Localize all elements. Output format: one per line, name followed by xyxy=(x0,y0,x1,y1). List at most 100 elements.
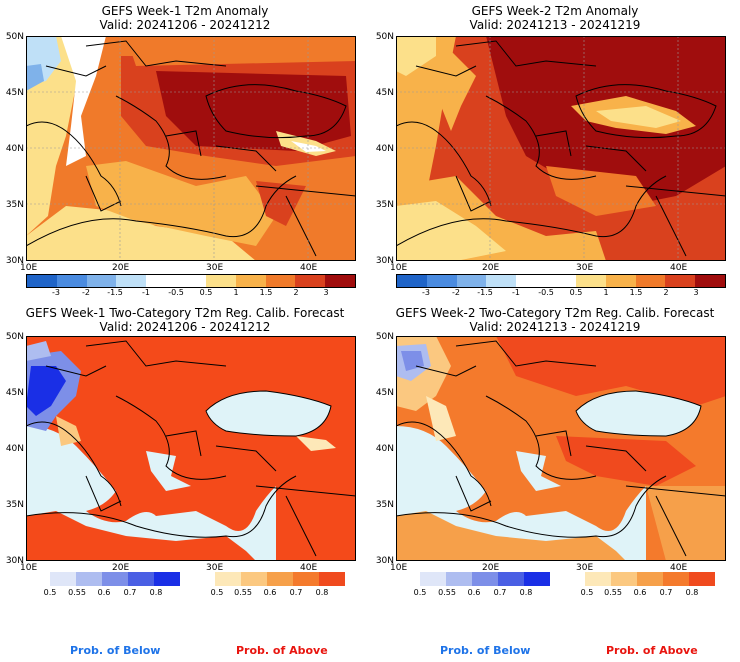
lon-label: 20E xyxy=(482,563,500,573)
colorbar-label: 0.7 xyxy=(493,588,507,597)
lat-label: 30N xyxy=(5,256,24,266)
prob-below-label: Prob. of Below xyxy=(440,644,531,657)
lat-label: 50N xyxy=(375,332,394,342)
colorbar-swatch xyxy=(215,572,241,586)
lat-label: 30N xyxy=(375,256,394,266)
colorbar-swatch xyxy=(235,275,266,287)
lon-label: 20E xyxy=(482,263,500,273)
lat-label: 45N xyxy=(375,88,394,98)
colorbar-swatch xyxy=(695,275,725,287)
above-colorbar xyxy=(215,572,345,586)
colorbar-label: 0.6 xyxy=(263,588,277,597)
lat-label: 35N xyxy=(375,200,394,210)
colorbar-swatch xyxy=(663,572,689,586)
panel-valid-dates: Valid: 20241213 - 20241219 xyxy=(469,320,641,334)
below-colorbar xyxy=(50,572,180,586)
lat-label: 40N xyxy=(375,144,394,154)
colorbar-label: 0.5 xyxy=(199,288,213,297)
colorbar-label: -1.5 xyxy=(107,288,123,297)
lon-label: 20E xyxy=(112,263,130,273)
colorbar-label: -3 xyxy=(52,288,60,297)
panel-title: GEFS Week-2 Two-Category T2m Reg. Calib.… xyxy=(395,306,715,320)
colorbar-swatch xyxy=(605,275,636,287)
colorbar-swatch xyxy=(585,572,611,586)
colorbar-label: 0.8 xyxy=(685,588,699,597)
panel-title: GEFS Week-1 Two-Category T2m Reg. Calib.… xyxy=(25,306,345,320)
colorbar-swatch xyxy=(446,572,472,586)
lat-label: 30N xyxy=(375,556,394,566)
colorbar-label: 0.8 xyxy=(149,588,163,597)
colorbar-swatch xyxy=(116,275,147,287)
colorbar-swatch xyxy=(472,572,498,586)
colorbar-label: 0.8 xyxy=(519,588,533,597)
colorbar-swatch xyxy=(267,572,293,586)
panel-valid-dates: Valid: 20241206 - 20241212 xyxy=(99,18,271,32)
prob-above-label: Prob. of Above xyxy=(606,644,698,657)
panel-week1-probability: GEFS Week-1 Two-Category T2m Reg. Calib.… xyxy=(0,302,370,602)
lon-label: 40E xyxy=(300,563,318,573)
colorbar-label: -1 xyxy=(512,288,520,297)
colorbar-label: 0.6 xyxy=(467,588,481,597)
prob-below-label: Prob. of Below xyxy=(70,644,161,657)
panel-week2-probability: GEFS Week-2 Two-Category T2m Reg. Calib.… xyxy=(370,302,740,602)
colorbar-label: 0.55 xyxy=(68,588,86,597)
colorbar-swatch xyxy=(524,572,550,586)
colorbar-swatch xyxy=(546,275,576,287)
colorbar-swatch xyxy=(498,572,524,586)
colorbar-label: 0.7 xyxy=(659,588,673,597)
colorbar-swatch xyxy=(516,275,547,287)
lat-label: 30N xyxy=(5,556,24,566)
lon-label: 10E xyxy=(20,263,38,273)
colorbar-swatch xyxy=(27,275,57,287)
colorbar-swatch xyxy=(420,572,446,586)
colorbar-swatch xyxy=(575,275,606,287)
probability-map-week2 xyxy=(396,336,726,561)
lat-label: 45N xyxy=(5,388,24,398)
lon-label: 40E xyxy=(300,263,318,273)
colorbar-label: -0.5 xyxy=(538,288,554,297)
colorbar-label: 0.7 xyxy=(289,588,303,597)
colorbar-swatch xyxy=(325,275,355,287)
colorbar-swatch xyxy=(146,275,177,287)
colorbar-label: 0.55 xyxy=(234,588,252,597)
colorbar-swatch xyxy=(176,275,206,287)
colorbar-swatch xyxy=(486,275,517,287)
lon-label: 30E xyxy=(206,263,224,273)
colorbar-label: 0.55 xyxy=(438,588,456,597)
colorbar-label: 0.5 xyxy=(413,588,427,597)
lat-label: 50N xyxy=(5,32,24,42)
colorbar-swatch xyxy=(426,275,457,287)
anomaly-colorbar xyxy=(396,274,726,288)
colorbar-label: 2 xyxy=(293,288,299,297)
prob-above-label: Prob. of Above xyxy=(236,644,328,657)
colorbar-label: 0.5 xyxy=(580,588,594,597)
colorbar-label: 1 xyxy=(603,288,609,297)
lon-label: 10E xyxy=(20,563,38,573)
lat-label: 35N xyxy=(5,200,24,210)
lat-label: 45N xyxy=(375,388,394,398)
colorbar-label: 0.5 xyxy=(43,588,57,597)
colorbar-swatch xyxy=(319,572,345,586)
colorbar-label: 0.8 xyxy=(315,588,329,597)
colorbar-label: 0.7 xyxy=(123,588,137,597)
lat-label: 35N xyxy=(5,500,24,510)
colorbar-swatch xyxy=(637,572,663,586)
colorbar-label: -1 xyxy=(142,288,150,297)
colorbar-label: -2 xyxy=(82,288,90,297)
panel-valid-dates: Valid: 20241206 - 20241212 xyxy=(99,320,271,334)
colorbar-label: 3 xyxy=(323,288,329,297)
colorbar-label: 0.5 xyxy=(569,288,583,297)
panel-week2-anomaly: GEFS Week-2 T2m Anomaly Valid: 20241213 … xyxy=(370,0,740,300)
colorbar-swatch xyxy=(265,275,296,287)
lat-label: 45N xyxy=(5,88,24,98)
lon-label: 40E xyxy=(670,563,688,573)
colorbar-swatch xyxy=(128,572,154,586)
lon-label: 30E xyxy=(576,263,594,273)
lat-label: 50N xyxy=(375,32,394,42)
lat-label: 40N xyxy=(5,444,24,454)
lat-label: 40N xyxy=(5,144,24,154)
colorbar-swatch xyxy=(154,572,180,586)
lat-label: 35N xyxy=(375,500,394,510)
colorbar-swatch xyxy=(295,275,326,287)
probability-map-week1 xyxy=(26,336,356,561)
